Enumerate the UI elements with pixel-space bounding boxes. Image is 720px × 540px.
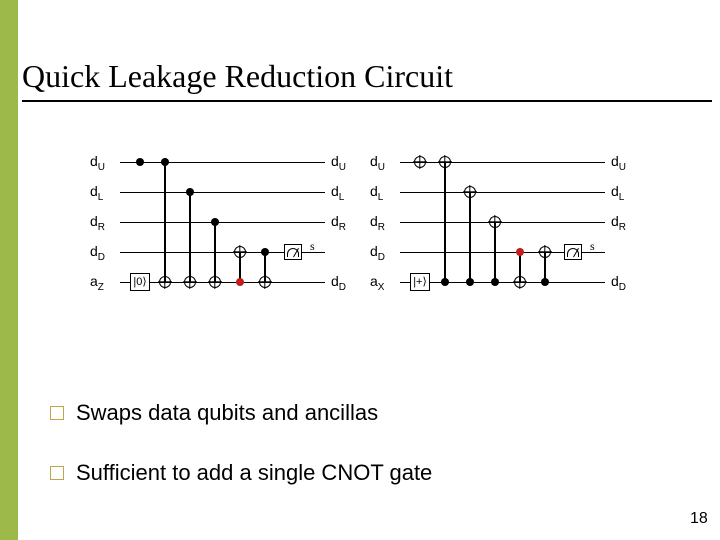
control-dot (516, 248, 524, 256)
cnot-target (489, 216, 501, 228)
page-title: Quick Leakage Reduction Circuit (22, 58, 453, 95)
gate-connector (214, 222, 215, 282)
wire-label-right: s (590, 239, 595, 254)
wire-label-left: dU (370, 153, 385, 173)
wire-label-right: dL (611, 183, 624, 203)
bullet-item: Sufficient to add a single CNOT gate (50, 460, 432, 486)
meter-icon (284, 244, 302, 260)
page-number: 18 (690, 510, 708, 528)
quantum-circuit: dU dL dR dD aZ dU dL dR s dD |0⟩ (90, 150, 365, 310)
wire-label-left: dL (370, 183, 383, 203)
wire-line (120, 222, 325, 223)
wire-line (120, 192, 325, 193)
wire-label-right: dU (611, 153, 626, 173)
wire-line (120, 162, 325, 163)
cnot-target (514, 276, 526, 288)
wire-line (400, 282, 605, 283)
wire-label-right: dU (331, 153, 346, 173)
control-dot (466, 278, 474, 286)
bullet-box-icon (50, 466, 64, 480)
wire-line (120, 282, 325, 283)
control-dot (161, 158, 169, 166)
title-underline (22, 100, 712, 102)
cnot-target (464, 186, 476, 198)
wire-label-left: dD (370, 243, 385, 263)
wire-line (400, 162, 605, 163)
wire-label-left: dD (90, 243, 105, 263)
control-dot (186, 188, 194, 196)
gate-connector (444, 162, 445, 282)
ket-prep: |0⟩ (130, 273, 150, 291)
wire-label-left: dL (90, 183, 103, 203)
control-dot (541, 278, 549, 286)
meter-icon (564, 244, 582, 260)
gate-connector (494, 222, 495, 282)
wire-label-left: dR (90, 213, 105, 233)
control-dot (236, 278, 244, 286)
bullet-box-icon (50, 406, 64, 420)
wire-label-right: dD (611, 273, 626, 293)
gate-connector (469, 192, 470, 282)
wire-label-right: dD (331, 273, 346, 293)
bullet-text: Sufficient to add a single CNOT gate (76, 460, 432, 486)
ket-prep: |+⟩ (410, 273, 430, 291)
quantum-circuit: dU dL dR dD aX dU dL dR s dD |+⟩ (370, 150, 645, 310)
control-dot (211, 218, 219, 226)
cnot-target (234, 246, 246, 258)
wire-line (400, 222, 605, 223)
wire-label-left: dU (90, 153, 105, 173)
control-dot (441, 278, 449, 286)
wire-label-left: dR (370, 213, 385, 233)
control-dot (136, 158, 144, 166)
cnot-target (439, 156, 451, 168)
wire-line (400, 192, 605, 193)
gate-connector (189, 192, 190, 282)
bullet-text: Swaps data qubits and ancillas (76, 400, 378, 426)
sidebar-accent (0, 0, 18, 540)
control-dot (261, 248, 269, 256)
cnot-target (159, 276, 171, 288)
cnot-target (414, 156, 426, 168)
cnot-target (539, 246, 551, 258)
wire-label-right: s (310, 239, 315, 254)
wire-label-right: dL (331, 183, 344, 203)
cnot-target (209, 276, 221, 288)
cnot-target (184, 276, 196, 288)
gate-connector (164, 162, 165, 282)
wire-label-right: dR (331, 213, 346, 233)
wire-label-left: aZ (90, 273, 104, 293)
wire-label-left: aX (370, 273, 384, 293)
cnot-target (259, 276, 271, 288)
bullet-item: Swaps data qubits and ancillas (50, 400, 378, 426)
wire-label-right: dR (611, 213, 626, 233)
control-dot (491, 278, 499, 286)
